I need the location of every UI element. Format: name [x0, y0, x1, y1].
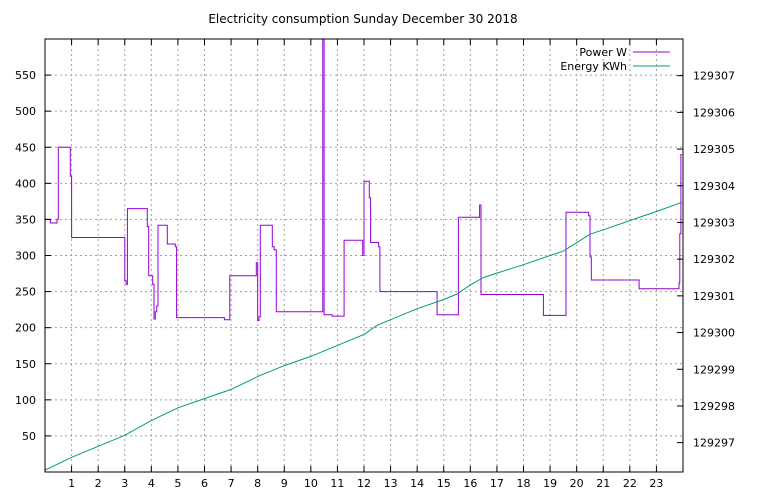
x-tick-label: 21	[596, 477, 610, 490]
y-tick-label: 200	[15, 322, 36, 335]
x-tick-label: 19	[543, 477, 557, 490]
series-line-energy	[45, 201, 683, 471]
y2-tick-label: 129298	[693, 400, 735, 413]
x-tick-label: 10	[304, 477, 318, 490]
x-tick-label: 13	[384, 477, 398, 490]
x-tick-label: 8	[254, 477, 261, 490]
x-tick-label: 23	[649, 477, 663, 490]
series-layer	[45, 39, 683, 471]
x-tick-label: 17	[490, 477, 504, 490]
y-tick-label: 50	[22, 430, 36, 443]
y-tick-label: 450	[15, 141, 36, 154]
x-tick-label: 2	[95, 477, 102, 490]
x-tick-label: 11	[330, 477, 344, 490]
y2-tick-label: 129301	[693, 290, 735, 303]
x-tick-label: 7	[228, 477, 235, 490]
legend-label: Energy KWh	[560, 60, 627, 73]
x-tick-label: 9	[281, 477, 288, 490]
x-tick-label: 22	[623, 477, 637, 490]
x-tick-label: 3	[121, 477, 128, 490]
x-tick-label: 20	[570, 477, 584, 490]
y-tick-label: 300	[15, 250, 36, 263]
x-tick-label: 4	[148, 477, 155, 490]
y-tick-label: 150	[15, 358, 36, 371]
y-tick-label: 350	[15, 213, 36, 226]
series-line-power	[45, 39, 682, 321]
y2-tick-label: 129302	[693, 253, 735, 266]
x-tick-label: 12	[357, 477, 371, 490]
y2-tick-label: 129297	[693, 437, 735, 450]
y2-tick-label: 129306	[693, 106, 735, 119]
x-tick-label: 5	[174, 477, 181, 490]
legend-label: Power W	[579, 46, 627, 59]
x-tick-label: 15	[437, 477, 451, 490]
y2-tick-label: 129305	[693, 143, 735, 156]
x-tick-label: 16	[463, 477, 477, 490]
y-tick-label: 500	[15, 105, 36, 118]
x-tick-label: 6	[201, 477, 208, 490]
tick-layer: 1 2 3 4 5 6 7 8 9 10 11 12 13 14 15 16 17 18 19 20 21 22 23501…	[15, 39, 735, 490]
x-tick-label: 1	[68, 477, 75, 490]
y-tick-label: 250	[15, 286, 36, 299]
x-tick-label: 18	[517, 477, 531, 490]
y-tick-label: 550	[15, 69, 36, 82]
y2-tick-label: 129300	[693, 327, 735, 340]
y2-tick-label: 129299	[693, 363, 735, 376]
chart-title: Electricity consumption Sunday December …	[208, 12, 517, 26]
y2-tick-label: 129303	[693, 216, 735, 229]
y2-tick-label: 129307	[693, 70, 735, 83]
grid-layer	[45, 39, 683, 472]
y2-tick-label: 129304	[693, 180, 735, 193]
y-tick-label: 400	[15, 177, 36, 190]
x-tick-label: 14	[410, 477, 424, 490]
y-tick-label: 100	[15, 394, 36, 407]
